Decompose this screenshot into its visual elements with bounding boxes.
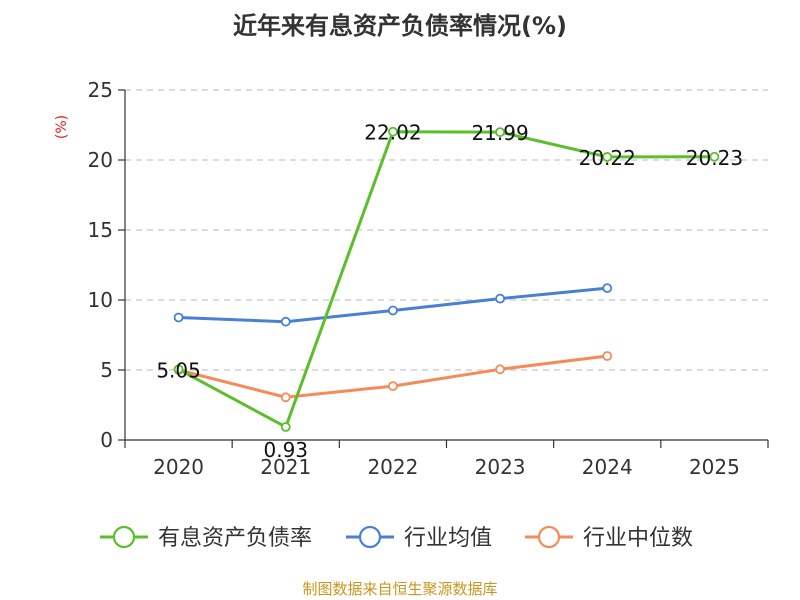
legend-item[interactable]: 有息资产负债率 (100, 525, 312, 551)
legend-marker (537, 525, 561, 549)
legend-marker (112, 525, 136, 549)
data-point[interactable] (602, 351, 613, 361)
y-tick-label: 5 (100, 358, 113, 382)
y-tick-label: 15 (88, 218, 113, 242)
data-point[interactable] (495, 293, 505, 304)
x-tick-label: 2021 (260, 455, 311, 479)
data-point[interactable] (602, 152, 613, 162)
chart-title: 近年来有息资产负债率情况(%) (233, 12, 567, 40)
data-point[interactable] (495, 127, 505, 138)
series-0 (173, 126, 720, 432)
legend-item[interactable]: 行业中位数 (525, 525, 693, 551)
legend-marker (358, 525, 382, 549)
data-label: 22.02 (364, 121, 421, 145)
data-point[interactable] (388, 126, 398, 137)
x-tick-label: 2024 (582, 455, 633, 479)
data-point[interactable] (602, 283, 613, 294)
data-point[interactable] (173, 312, 184, 323)
data-point[interactable] (173, 364, 184, 375)
data-label: 5.05 (156, 358, 201, 382)
data-point[interactable] (388, 381, 398, 392)
legend-item[interactable]: 行业均值 (346, 525, 492, 551)
data-point[interactable] (388, 305, 398, 316)
series-2 (173, 351, 613, 403)
y-axis-unit-label: (%) (54, 115, 70, 139)
data-label: 20.22 (579, 146, 636, 170)
y-tick-label: 20 (88, 148, 113, 172)
data-point[interactable] (280, 392, 291, 403)
y-tick-label: 25 (88, 78, 113, 102)
data-label: 21.99 (471, 121, 528, 145)
x-tick-label: 2025 (689, 455, 740, 479)
data-label: 20.23 (686, 146, 743, 170)
x-tick-label: 2023 (475, 455, 526, 479)
data-point[interactable] (709, 151, 720, 162)
data-point[interactable] (280, 316, 291, 327)
series-line (178, 354, 608, 399)
series-line (178, 286, 608, 324)
data-labels: 5.05 0.93 22.02 21.99 20.22 20.23 (156, 121, 743, 462)
legend-label: 有息资产负债率 (158, 526, 312, 551)
x-tick-label: 2022 (367, 455, 418, 479)
legend-label: 行业中位数 (583, 526, 693, 551)
y-tick-label: 0 (100, 428, 113, 452)
grid-lines (125, 89, 768, 371)
y-tick-label: 10 (88, 288, 113, 312)
legend-label: 行业均值 (404, 526, 492, 551)
data-point[interactable] (495, 364, 505, 375)
data-point[interactable] (280, 422, 291, 432)
series-line (177, 130, 715, 429)
legend: 有息资产负债率 行业均值 行业中位数 (100, 525, 693, 551)
data-label: 0.93 (263, 438, 308, 462)
series-1 (173, 283, 613, 327)
data-source-note: 制图数据来自恒生聚源数据库 (302, 580, 497, 598)
x-tick-label: 2020 (153, 455, 204, 479)
series-layer (173, 126, 720, 432)
